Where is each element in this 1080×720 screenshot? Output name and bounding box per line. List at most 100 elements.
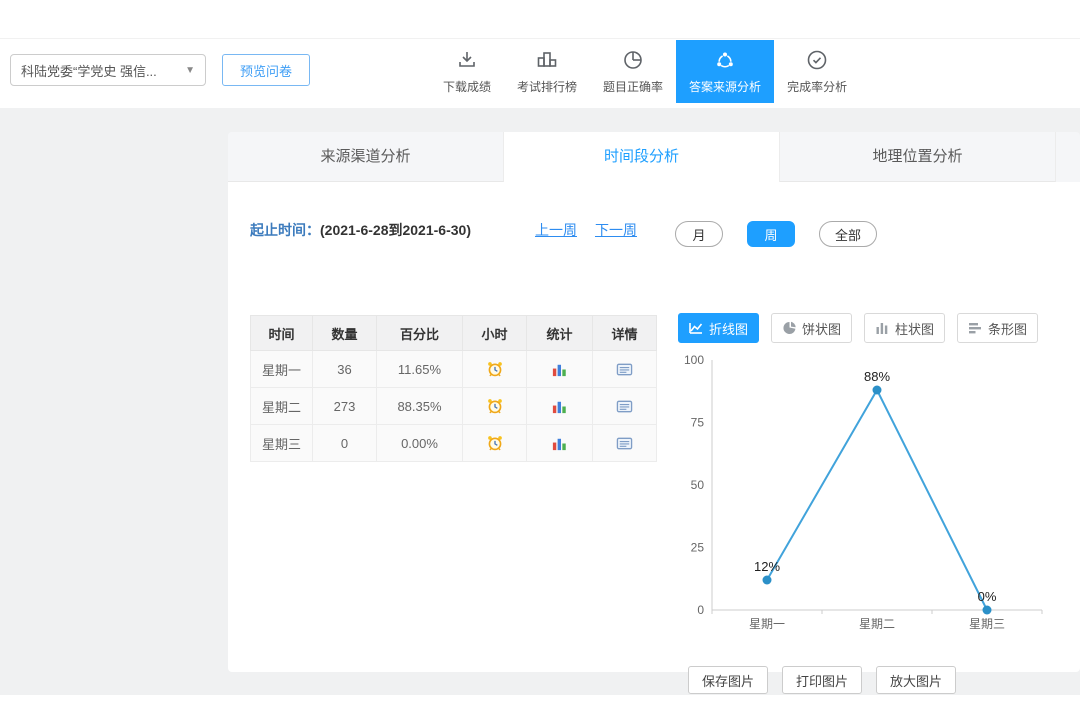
chart-point-label: 0% xyxy=(978,589,997,604)
cell-stats xyxy=(526,424,593,462)
y-tick-label: 75 xyxy=(691,416,705,430)
col-time: 时间 xyxy=(250,315,313,351)
cell-percent: 0.00% xyxy=(376,424,463,462)
analysis-card: 来源渠道分析 时间段分析 地理位置分析 起止时间： (2021-6-28到202… xyxy=(228,132,1080,694)
period-button-group: 月 周 全部 xyxy=(675,221,878,247)
next-week-link[interactable]: 下一周 xyxy=(594,222,637,238)
bar-stats-icon[interactable] xyxy=(551,361,568,378)
table-row: 星期二 273 88.35% xyxy=(250,387,657,425)
zoom-image-button[interactable]: 放大图片 xyxy=(876,666,957,694)
nav-item-answer-source-analysis[interactable]: 答案来源分析 xyxy=(676,40,775,103)
line-chart-button[interactable]: 折线图 xyxy=(678,313,760,343)
analysis-tabs: 来源渠道分析 时间段分析 地理位置分析 xyxy=(228,132,1080,182)
chart-type-label: 折线图 xyxy=(709,321,749,337)
cell-time: 星期三 xyxy=(250,424,313,462)
survey-select[interactable]: 科陆党委“学党史 强信... ▼ xyxy=(10,54,206,86)
caret-down-icon: ▼ xyxy=(185,64,195,76)
cell-count: 36 xyxy=(312,350,377,388)
share-network-icon xyxy=(717,52,733,68)
nav-item-download-scores[interactable]: 下载成绩 xyxy=(430,40,504,103)
line-chart-icon xyxy=(689,323,703,334)
chart-point[interactable] xyxy=(982,605,992,615)
print-image-button[interactable]: 打印图片 xyxy=(782,666,863,694)
chart-point-label: 88% xyxy=(864,369,890,384)
nav-item-label: 完成率分析 xyxy=(787,80,848,94)
cell-detail xyxy=(592,424,657,462)
image-button-group: 保存图片 打印图片 放大图片 xyxy=(688,666,957,694)
nav-item-label: 下载成绩 xyxy=(443,80,492,94)
nav-item-label: 答案来源分析 xyxy=(689,80,762,94)
bar-chart-button[interactable]: 条形图 xyxy=(957,313,1039,343)
y-tick-label: 100 xyxy=(684,353,704,367)
time-table-body: 星期一 36 11.65% xyxy=(250,350,657,462)
line-chart-svg: 0 25 50 75 100 星期一 星期二 星期三 12% 88% 0% xyxy=(684,353,1043,631)
alarm-clock-icon[interactable] xyxy=(486,360,504,378)
prev-week-link[interactable]: 上一周 xyxy=(534,222,577,238)
col-detail: 详情 xyxy=(592,315,657,351)
chart-point[interactable] xyxy=(762,575,772,585)
ranking-icon xyxy=(537,52,557,67)
cell-detail xyxy=(592,387,657,425)
save-image-button[interactable]: 保存图片 xyxy=(688,666,769,694)
download-icon xyxy=(459,52,475,67)
nav-item-completion-rate[interactable]: 完成率分析 xyxy=(774,40,860,103)
col-count: 数量 xyxy=(312,315,377,351)
pie-icon xyxy=(624,51,642,69)
detail-icon[interactable] xyxy=(616,398,633,415)
col-percent: 百分比 xyxy=(376,315,463,351)
alarm-clock-icon[interactable] xyxy=(486,434,504,452)
toolbar: 科陆党委“学党史 强信... ▼ 预览问卷 下载成绩 考试排行榜 xyxy=(0,0,1080,109)
detail-icon[interactable] xyxy=(616,361,633,378)
check-circle-icon xyxy=(807,50,827,70)
pie-chart-button[interactable]: 饼状图 xyxy=(771,313,853,343)
bar-stats-icon[interactable] xyxy=(551,398,568,415)
chart-type-button-group: 折线图 饼状图 柱状图 xyxy=(678,313,1039,343)
cell-time: 星期一 xyxy=(250,350,313,388)
x-tick-label: 星期二 xyxy=(859,617,895,631)
period-month-button[interactable]: 月 xyxy=(675,221,723,247)
bar-stats-icon[interactable] xyxy=(551,435,568,452)
chart-type-label: 饼状图 xyxy=(802,321,842,337)
chart-line xyxy=(766,387,988,611)
x-tick-label: 星期一 xyxy=(749,617,785,631)
col-stats: 统计 xyxy=(526,315,593,351)
card-body: 起止时间： (2021-6-28到2021-6-30) 上一周 下一周 月 周 … xyxy=(228,182,1080,694)
tab-source-channel[interactable]: 来源渠道分析 xyxy=(228,132,504,182)
cell-percent: 88.35% xyxy=(376,387,463,425)
period-week-button[interactable]: 周 xyxy=(747,221,795,247)
bar-chart-icon xyxy=(969,323,982,334)
cell-hour xyxy=(462,424,527,462)
tab-time-period[interactable]: 时间段分析 xyxy=(504,132,780,182)
cell-stats xyxy=(526,350,593,388)
chart-type-label: 柱状图 xyxy=(895,321,935,337)
alarm-clock-icon[interactable] xyxy=(486,397,504,415)
table-row: 星期三 0 0.00% xyxy=(250,424,657,462)
x-tick-label: 星期三 xyxy=(969,617,1005,631)
tab-geo-location[interactable]: 地理位置分析 xyxy=(780,132,1056,182)
column-chart-icon xyxy=(876,323,888,334)
survey-select-value: 科陆党委“学党史 强信... xyxy=(21,63,157,79)
date-range-value: (2021-6-28到2021-6-30) xyxy=(320,222,471,238)
col-hour: 小时 xyxy=(462,315,527,351)
chart-type-label: 条形图 xyxy=(988,321,1028,337)
y-tick-label: 25 xyxy=(691,541,705,555)
period-all-button[interactable]: 全部 xyxy=(819,221,878,247)
top-nav: 下载成绩 考试排行榜 题目正确率 答案来源分析 xyxy=(430,40,860,103)
line-chart[interactable]: 0 25 50 75 100 星期一 星期二 星期三 12% 88% 0% xyxy=(676,348,1052,640)
pie-chart-icon xyxy=(783,321,796,334)
nav-item-exam-ranking[interactable]: 考试排行榜 xyxy=(504,40,590,103)
chart-point[interactable] xyxy=(872,385,882,395)
table-header: 时间 数量 百分比 小时 统计 详情 xyxy=(250,315,657,351)
detail-icon[interactable] xyxy=(616,435,633,452)
nav-item-question-accuracy[interactable]: 题目正确率 xyxy=(590,40,676,103)
preview-survey-button[interactable]: 预览问卷 xyxy=(222,54,310,86)
table-row: 星期一 36 11.65% xyxy=(250,350,657,388)
cell-detail xyxy=(592,350,657,388)
cell-stats xyxy=(526,387,593,425)
chart-point-label: 12% xyxy=(754,559,780,574)
cell-time: 星期二 xyxy=(250,387,313,425)
column-chart-button[interactable]: 柱状图 xyxy=(864,313,946,343)
nav-item-label: 考试排行榜 xyxy=(517,80,578,94)
cell-count: 0 xyxy=(312,424,377,462)
